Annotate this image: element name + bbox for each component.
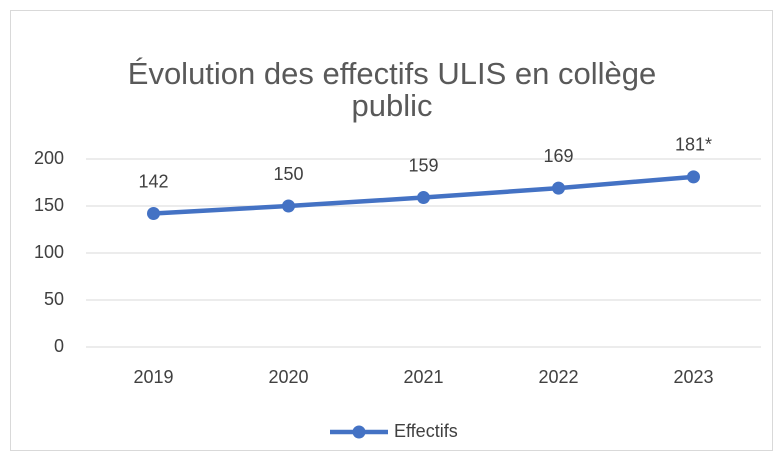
x-tick-label: 2020 xyxy=(268,367,308,387)
data-label: 142 xyxy=(138,171,168,191)
data-point xyxy=(282,199,295,213)
y-tick-label: 0 xyxy=(54,336,64,356)
data-point xyxy=(687,170,700,184)
data-label: 169 xyxy=(543,146,573,166)
x-tick-label: 2019 xyxy=(133,367,173,387)
data-label: 150 xyxy=(273,164,303,184)
data-point xyxy=(147,207,160,221)
y-tick-label: 150 xyxy=(34,195,64,215)
data-label: 159 xyxy=(408,155,438,175)
x-tick-label: 2021 xyxy=(403,367,443,387)
chart-title: Évolution des effectifs ULIS en collège … xyxy=(127,56,657,123)
legend-marker xyxy=(352,425,366,439)
y-tick-label: 50 xyxy=(44,289,64,309)
y-tick-label: 100 xyxy=(34,242,64,262)
data-point xyxy=(552,181,565,195)
chart-border xyxy=(10,10,773,451)
data-label: 181* xyxy=(675,135,712,155)
x-tick-label: 2023 xyxy=(673,367,713,387)
data-point xyxy=(417,191,430,205)
legend-label: Effectifs xyxy=(394,421,458,441)
x-tick-label: 2022 xyxy=(538,367,578,387)
y-tick-label: 200 xyxy=(34,148,64,168)
